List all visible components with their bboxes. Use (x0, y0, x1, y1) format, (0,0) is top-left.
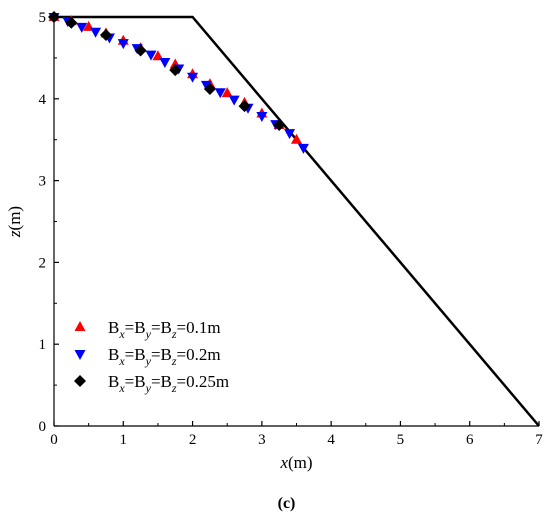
y-axis-label: z(m) (5, 206, 24, 238)
triangle-down-marker (214, 88, 226, 99)
y-tick-label: 1 (39, 337, 47, 353)
axes (53, 17, 539, 427)
triangle-up-marker (74, 321, 86, 331)
legend-label: Bx=By=Bz=0.25m (108, 372, 229, 395)
legend-entry: Bx=By=Bz=0.25m (74, 372, 229, 395)
triangle-down-marker (74, 350, 86, 360)
x-tick-label: 1 (120, 432, 128, 448)
triangle-up-marker (291, 133, 302, 144)
data-points (48, 11, 309, 154)
y-tick-label: 0 (39, 419, 47, 435)
ticks: 0 1 2 3 4 5 6 7 0 1 2 3 4 5 (39, 10, 544, 448)
y-tick-label: 3 (39, 174, 47, 190)
diamond-marker (273, 118, 286, 131)
triangle-down-marker (200, 80, 212, 91)
legend-entry: Bx=By=Bz=0.1m (74, 318, 221, 341)
legend-label: Bx=By=Bz=0.1m (108, 318, 221, 341)
x-axis-label: x(m) (279, 453, 312, 472)
legend-entry: Bx=By=Bz=0.2m (74, 345, 221, 368)
legend-label: Bx=By=Bz=0.2m (108, 345, 221, 368)
triangle-down-marker (117, 39, 129, 50)
diamond-marker (238, 100, 251, 113)
slope-outline-line (54, 15, 540, 427)
triangle-down-marker (228, 95, 240, 106)
y-tick-label: 2 (39, 255, 47, 271)
diamond-marker (74, 375, 86, 387)
diamond-marker (99, 28, 112, 41)
triangle-up-marker (152, 50, 164, 61)
x-tick-label: 7 (535, 432, 543, 448)
triangle-down-marker (159, 57, 171, 68)
slope-outline (54, 15, 540, 427)
diamond-marker (48, 11, 60, 23)
triangle-up-marker (221, 87, 233, 98)
triangle-down-marker (76, 22, 88, 33)
figure-caption: (c) (278, 495, 296, 512)
series-triangle-up (48, 11, 302, 144)
triangle-down-marker (297, 143, 309, 154)
series-triangle-down (48, 13, 309, 154)
diamond-marker (169, 64, 182, 77)
x-tick-label: 5 (397, 432, 405, 448)
triangle-down-marker (187, 72, 199, 83)
diamond-marker (65, 16, 78, 29)
triangle-down-marker (284, 129, 296, 140)
diamond-marker (134, 44, 147, 57)
y-tick-label: 4 (39, 92, 47, 108)
y-tick-label: 5 (39, 10, 47, 26)
x-tick-label: 6 (466, 432, 474, 448)
triangle-down-marker (256, 111, 268, 122)
x-tick-label: 3 (258, 432, 266, 448)
triangle-down-marker (145, 50, 157, 61)
x-tick-label: 2 (189, 432, 197, 448)
x-tick-label: 0 (50, 432, 58, 448)
legend: Bx=By=Bz=0.1m Bx=By=Bz=0.2m Bx=By=Bz=0.25m (74, 318, 229, 395)
x-tick-label: 4 (327, 432, 335, 448)
triangle-down-marker (90, 27, 102, 38)
series-diamond (48, 11, 286, 131)
diamond-marker (203, 82, 216, 95)
